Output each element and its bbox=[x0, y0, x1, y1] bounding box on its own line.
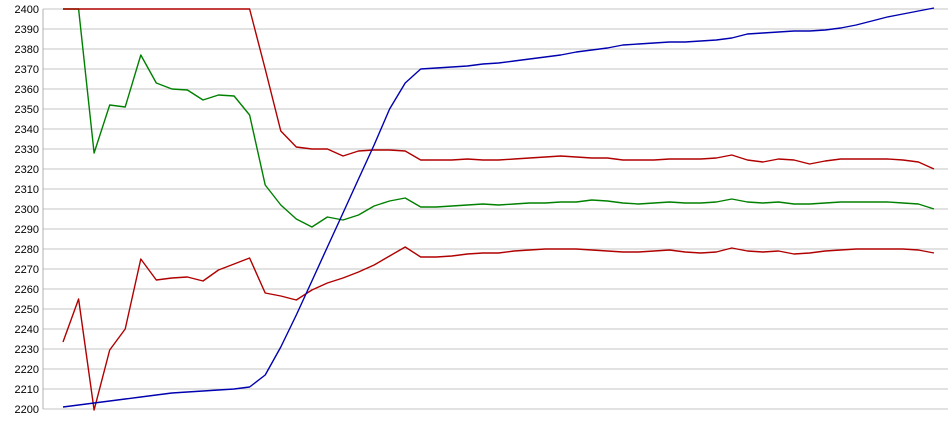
y-axis-tick-label: 2260 bbox=[15, 284, 39, 296]
y-axis-tick-label: 2390 bbox=[15, 24, 39, 36]
y-axis-tick-label: 2290 bbox=[15, 224, 39, 236]
y-axis-tick-label: 2350 bbox=[15, 104, 39, 116]
y-axis-tick-label: 2250 bbox=[15, 304, 39, 316]
green-line bbox=[63, 8, 935, 228]
y-axis-tick-label: 2300 bbox=[15, 204, 39, 216]
y-axis-tick-label: 2370 bbox=[15, 64, 39, 76]
y-axis-tick-label: 2220 bbox=[15, 364, 39, 376]
y-axis-tick-label: 2380 bbox=[15, 44, 39, 56]
y-axis-tick-label: 2210 bbox=[15, 384, 39, 396]
y-axis-tick-label: 2200 bbox=[15, 404, 39, 416]
blue-line bbox=[62, 7, 935, 408]
y-axis-tick-label: 2240 bbox=[15, 324, 39, 336]
y-axis-tick-label: 2320 bbox=[15, 164, 39, 176]
red-low-line bbox=[62, 246, 935, 411]
red-high-line bbox=[63, 8, 935, 170]
y-axis-tick-label: 2280 bbox=[15, 244, 39, 256]
y-axis-tick-label: 2270 bbox=[15, 264, 39, 276]
y-axis-tick-label: 2230 bbox=[15, 344, 39, 356]
y-axis-tick-label: 2400 bbox=[15, 4, 39, 16]
y-axis-tick-label: 2310 bbox=[15, 184, 39, 196]
y-axis-tick-label: 2340 bbox=[15, 124, 39, 136]
y-axis-tick-label: 2360 bbox=[15, 84, 39, 96]
y-axis-tick-label: 2330 bbox=[15, 144, 39, 156]
